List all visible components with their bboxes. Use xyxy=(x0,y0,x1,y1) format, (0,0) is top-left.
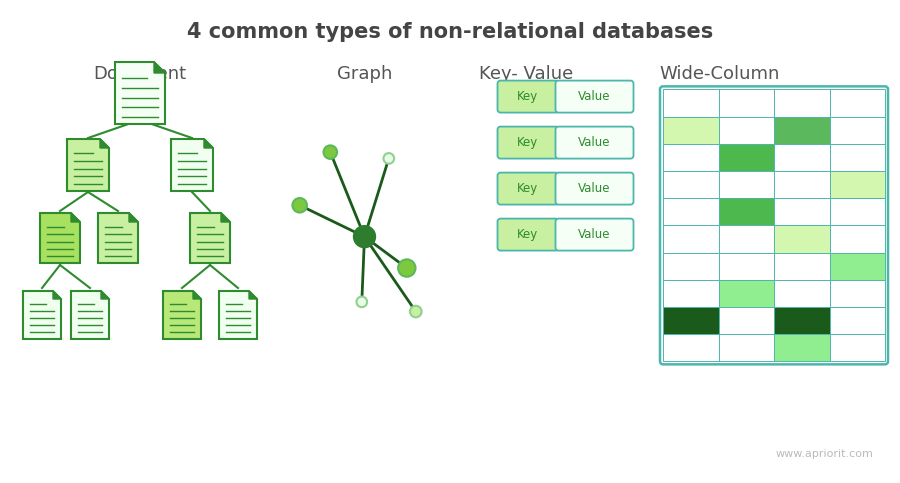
Text: Value: Value xyxy=(578,136,611,149)
FancyBboxPatch shape xyxy=(555,219,634,251)
Polygon shape xyxy=(154,62,165,73)
Bar xyxy=(774,116,830,144)
Text: Value: Value xyxy=(578,228,611,241)
Bar xyxy=(718,116,774,144)
Bar xyxy=(718,144,774,171)
Bar xyxy=(718,334,774,361)
Polygon shape xyxy=(221,213,230,222)
Bar xyxy=(663,226,718,253)
Text: Document: Document xyxy=(93,65,186,83)
Polygon shape xyxy=(115,62,165,124)
Bar xyxy=(663,89,718,116)
Circle shape xyxy=(383,153,394,164)
Bar xyxy=(774,334,830,361)
Bar xyxy=(830,226,885,253)
Bar xyxy=(830,144,885,171)
Bar xyxy=(830,198,885,226)
Polygon shape xyxy=(71,213,80,222)
Bar xyxy=(718,198,774,226)
Polygon shape xyxy=(100,139,109,148)
Bar xyxy=(718,307,774,334)
Text: Key: Key xyxy=(518,182,538,195)
Text: www.apriorit.com: www.apriorit.com xyxy=(775,449,873,459)
Text: Key- Value: Key- Value xyxy=(480,65,573,83)
FancyBboxPatch shape xyxy=(555,127,634,158)
Bar xyxy=(830,253,885,280)
Polygon shape xyxy=(163,291,201,339)
Polygon shape xyxy=(219,291,257,339)
Bar xyxy=(718,171,774,198)
Polygon shape xyxy=(53,291,61,299)
Circle shape xyxy=(410,306,421,317)
Bar xyxy=(830,280,885,307)
Polygon shape xyxy=(98,213,138,263)
Bar xyxy=(774,198,830,226)
Bar xyxy=(663,116,718,144)
Bar xyxy=(774,307,830,334)
Polygon shape xyxy=(129,213,138,222)
Bar xyxy=(830,116,885,144)
Bar xyxy=(830,334,885,361)
Text: Key: Key xyxy=(518,136,538,149)
Polygon shape xyxy=(249,291,257,299)
Text: Value: Value xyxy=(578,182,611,195)
Circle shape xyxy=(292,198,307,213)
Circle shape xyxy=(354,226,375,247)
Text: Key: Key xyxy=(518,228,538,241)
Text: Value: Value xyxy=(578,90,611,103)
Bar xyxy=(774,253,830,280)
Bar xyxy=(774,171,830,198)
FancyBboxPatch shape xyxy=(555,172,634,205)
Circle shape xyxy=(356,297,367,307)
FancyBboxPatch shape xyxy=(498,81,559,113)
Bar xyxy=(830,171,885,198)
Bar xyxy=(663,334,718,361)
Text: Graph: Graph xyxy=(337,65,392,83)
FancyBboxPatch shape xyxy=(555,81,634,113)
FancyBboxPatch shape xyxy=(498,127,559,158)
Bar xyxy=(718,89,774,116)
FancyBboxPatch shape xyxy=(498,172,559,205)
Bar xyxy=(663,280,718,307)
FancyBboxPatch shape xyxy=(498,219,559,251)
Bar xyxy=(718,280,774,307)
Bar xyxy=(774,144,830,171)
Polygon shape xyxy=(40,213,80,263)
Polygon shape xyxy=(204,139,213,148)
Bar xyxy=(830,89,885,116)
Text: Key: Key xyxy=(518,90,538,103)
Text: Wide-Column: Wide-Column xyxy=(660,65,780,83)
Bar xyxy=(718,253,774,280)
Polygon shape xyxy=(193,291,201,299)
Polygon shape xyxy=(101,291,109,299)
Bar xyxy=(663,253,718,280)
Circle shape xyxy=(398,259,416,277)
Bar xyxy=(663,198,718,226)
Polygon shape xyxy=(171,139,213,191)
Bar xyxy=(774,226,830,253)
Bar xyxy=(830,307,885,334)
Polygon shape xyxy=(67,139,109,191)
Circle shape xyxy=(323,145,338,159)
Text: 4 common types of non-relational databases: 4 common types of non-relational databas… xyxy=(187,22,713,42)
Bar xyxy=(774,280,830,307)
Polygon shape xyxy=(71,291,109,339)
Bar xyxy=(663,144,718,171)
Bar xyxy=(663,307,718,334)
Bar xyxy=(663,171,718,198)
Bar xyxy=(774,89,830,116)
Polygon shape xyxy=(23,291,61,339)
Polygon shape xyxy=(190,213,230,263)
Bar xyxy=(718,226,774,253)
